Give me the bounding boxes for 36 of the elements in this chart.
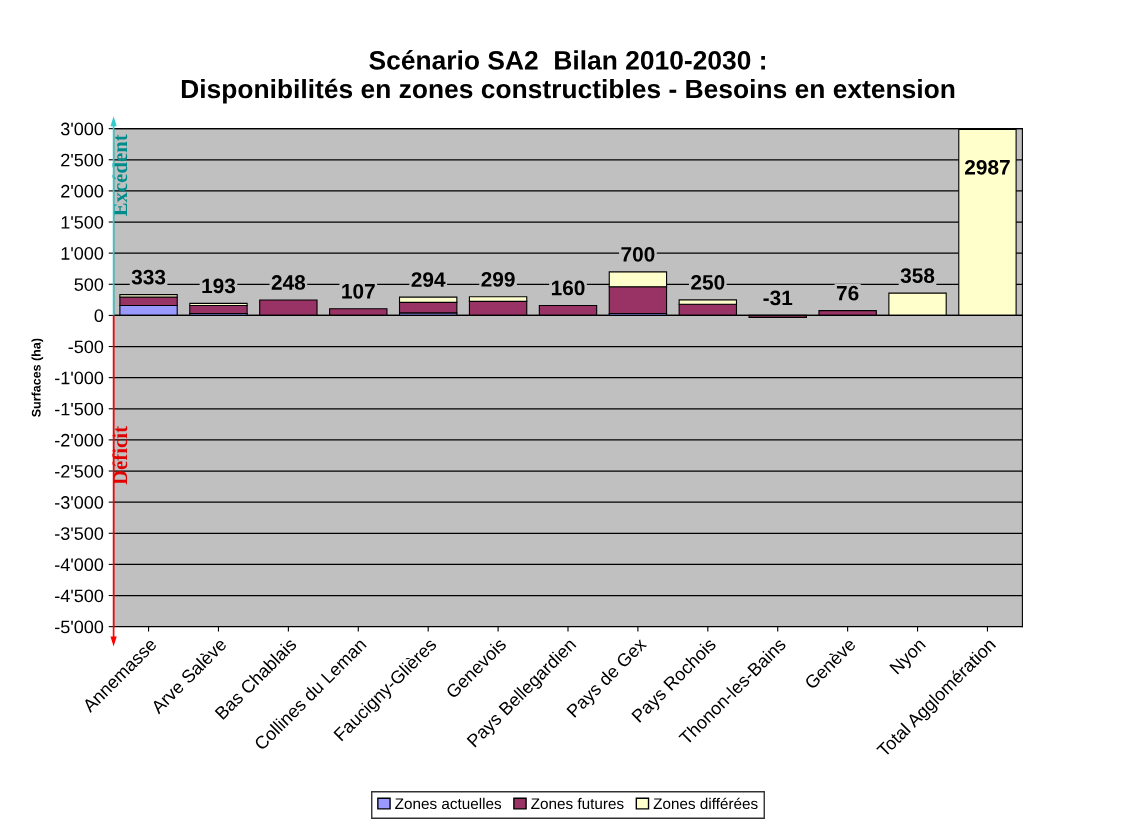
annotation: Excédent [112, 134, 128, 217]
total-label: 250 [691, 274, 725, 290]
total-label: 2987 [965, 159, 1010, 175]
total-label: 358 [900, 268, 935, 284]
y-axis-title: Surfaces (ha) [31, 338, 44, 417]
total-label: 160 [551, 280, 585, 296]
y-tick-label: 2'000 [61, 184, 104, 198]
y-tick-label: 2'500 [61, 153, 104, 167]
y-tick-label: -4'500 [55, 589, 104, 603]
total-label: 294 [411, 272, 446, 287]
y-tick-label: -2'500 [55, 464, 104, 478]
y-tick-label: -3'500 [55, 527, 104, 540]
total-label: 299 [481, 271, 515, 287]
legend-label: Zones futures [531, 797, 624, 810]
chart-title: Scénario SA2 Bilan 2010-2030 : Disponibilités en zones constructibles - Besoins en extension [181, 50, 955, 104]
y-tick-label: 500 [74, 278, 104, 291]
total-label: 76 [836, 285, 859, 301]
total-label: 248 [271, 275, 306, 290]
total-label: 333 [131, 269, 166, 285]
y-tick-label: -500 [68, 340, 104, 354]
y-tick-label: -1'000 [55, 371, 104, 385]
legend-label: Zones actuelles [395, 797, 502, 810]
y-tick-label: 1'000 [61, 247, 104, 260]
total-label: 700 [621, 246, 655, 262]
total-label: 107 [342, 283, 375, 299]
y-tick-label: -4'000 [55, 558, 104, 572]
y-tick-label: -3'000 [55, 496, 104, 509]
y-tick-label: 0 [94, 309, 104, 323]
y-tick-label: 3'000 [60, 122, 104, 136]
y-tick-label: -2'000 [55, 433, 104, 447]
total-label: 193 [202, 278, 236, 294]
total-label: -31 [763, 290, 793, 306]
y-tick-label: -5'000 [55, 620, 104, 634]
legend-label: Zones différées [653, 797, 758, 810]
y-tick-label: -1'500 [55, 402, 104, 416]
y-tick-label: 1'500 [61, 215, 104, 229]
